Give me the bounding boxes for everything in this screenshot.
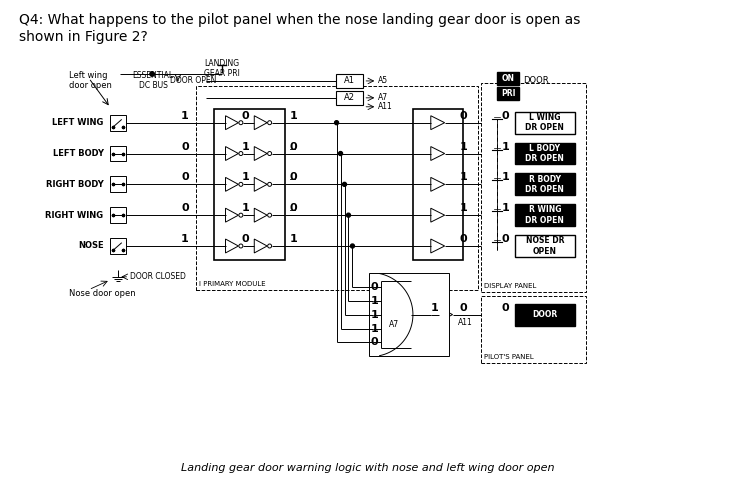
Bar [515,235,575,257]
Bar [336,74,363,88]
Text: 1: 1 [501,172,509,182]
Bar [515,143,575,165]
Text: NOSE: NOSE [78,242,103,250]
Text: 0: 0 [182,203,189,213]
Text: RIGHT BODY: RIGHT BODY [46,180,103,189]
Text: DOOR: DOOR [532,310,557,319]
Text: LANDING
GEAR PRI: LANDING GEAR PRI [204,59,239,78]
Text: A5: A5 [378,76,388,85]
Text: 1: 1 [431,303,438,313]
Bar [336,91,363,105]
Text: A2: A2 [344,93,355,102]
Text: 0: 0 [290,203,297,213]
Circle shape [342,182,346,186]
Text: 0: 0 [460,303,467,313]
Text: DOOR OPEN: DOOR OPEN [170,76,216,85]
Text: 1: 1 [501,142,509,151]
Text: 1: 1 [460,142,467,151]
Text: 0: 0 [502,234,509,244]
Text: NOSE DR
OPEN: NOSE DR OPEN [525,236,564,256]
Text: A7: A7 [378,93,388,102]
Text: A1: A1 [344,76,355,85]
Circle shape [346,213,351,217]
Text: A11: A11 [458,318,472,327]
Text: LEFT BODY: LEFT BODY [52,149,103,158]
Text: 1: 1 [181,234,189,244]
Bar [111,176,126,192]
Text: R WING
DR OPEN: R WING DR OPEN [525,205,565,225]
Text: 1: 1 [181,111,189,121]
Text: 0: 0 [241,111,249,121]
Text: A11: A11 [378,102,393,111]
Circle shape [339,151,342,155]
Bar [497,87,519,100]
Text: LEFT WING: LEFT WING [52,118,103,127]
Text: DOOR: DOOR [523,76,548,85]
Bar [111,146,126,162]
Text: 0: 0 [241,234,249,244]
Text: 1: 1 [241,203,249,213]
Bar [481,83,587,292]
Text: 1: 1 [241,172,249,182]
Text: 0: 0 [460,111,467,121]
Text: Landing gear door warning logic with nose and left wing door open: Landing gear door warning logic with nos… [181,463,554,473]
Bar [213,109,285,260]
Text: L WING
DR OPEN: L WING DR OPEN [525,113,565,132]
Text: ESSENTIAL
DC BUS: ESSENTIAL DC BUS [133,71,173,90]
Bar [111,115,126,131]
Text: 0: 0 [370,282,378,292]
Text: I PRIMARY MODULE: I PRIMARY MODULE [199,281,266,287]
Bar [111,238,126,254]
Bar [515,173,575,196]
Bar [196,86,478,290]
Text: A7: A7 [389,320,399,329]
Circle shape [149,71,155,77]
Text: Nose door open: Nose door open [69,289,136,298]
Text: PILOT'S PANEL: PILOT'S PANEL [484,354,534,360]
Text: 0: 0 [182,142,189,151]
Text: DOOR CLOSED: DOOR CLOSED [131,272,186,281]
Bar [515,204,575,226]
Text: 1: 1 [460,203,467,213]
Bar [515,304,575,325]
Text: 1: 1 [290,234,297,244]
Text: 1: 1 [370,310,378,319]
Text: DISPLAY PANEL: DISPLAY PANEL [484,283,537,289]
Bar [497,72,519,85]
Bar [481,295,587,363]
Text: 0: 0 [370,338,378,347]
Text: RIGHT WING: RIGHT WING [46,211,103,220]
Text: 1: 1 [241,142,249,151]
Text: Left wing
door open: Left wing door open [69,71,111,90]
Bar [111,207,126,223]
Text: PRI: PRI [501,89,515,98]
Text: 0: 0 [460,234,467,244]
Text: 0: 0 [502,303,509,313]
Text: 0: 0 [182,172,189,182]
Text: 1: 1 [370,323,378,334]
Text: 0: 0 [502,111,509,121]
Text: 1: 1 [460,172,467,182]
Text: 1: 1 [501,203,509,213]
Text: ON: ON [502,74,514,83]
Circle shape [334,121,339,124]
Text: R BODY
DR OPEN: R BODY DR OPEN [525,174,565,194]
Circle shape [351,244,354,248]
Bar [413,109,463,260]
Text: 1: 1 [290,111,297,121]
Text: 0: 0 [290,172,297,182]
Bar [515,112,575,134]
Text: 0: 0 [290,142,297,151]
Text: 1: 1 [370,295,378,306]
Text: Q4: What happens to the pilot panel when the nose landing gear door is open as
s: Q4: What happens to the pilot panel when… [19,13,581,44]
Text: L BODY
DR OPEN: L BODY DR OPEN [525,144,565,163]
Bar [369,273,449,356]
